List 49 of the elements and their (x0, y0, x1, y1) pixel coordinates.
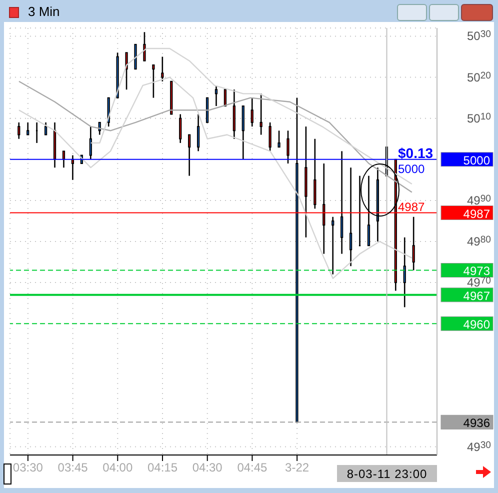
candlestick (44, 122, 48, 136)
annotation: 4987 (398, 200, 426, 214)
candlestick (250, 97, 254, 128)
candlestick (152, 64, 155, 98)
ref-line-label: 4960 (463, 318, 490, 332)
candlestick (340, 150, 344, 254)
candlestick (214, 84, 218, 107)
x-tick-label: 3-22 (285, 460, 310, 475)
annotation: $0.13 (398, 145, 434, 161)
candlestick (224, 89, 227, 107)
x-tick-label: 03:45 (58, 460, 88, 475)
ref-line-label: 5000 (463, 153, 490, 168)
text: 8-03-11 23:00 (346, 467, 428, 481)
y-tick-label: 49$^{30}$ (466, 439, 491, 454)
y-tick-label: 50$^{30}$ (466, 28, 491, 44)
candlestick (349, 166, 352, 267)
chart-title: 3 Min (28, 4, 60, 19)
candlestick (196, 114, 200, 152)
x-tick-label: 03:30 (12, 460, 44, 475)
candlestick (268, 122, 272, 152)
candlestick (332, 216, 334, 275)
y-tick-label: 49$^{70}$ (466, 275, 491, 290)
candlestick (26, 122, 30, 136)
x-tick-label: 04:15 (147, 460, 178, 475)
y-tick-label: 49$^{90}$ (466, 192, 491, 208)
candlestick (278, 130, 280, 148)
candlestick (403, 236, 406, 308)
candlestick (179, 114, 182, 144)
y-tick-label: 50$^{10}$ (466, 110, 491, 126)
candlestick (188, 134, 191, 176)
y-tick-label: 49$^{80}$ (466, 234, 491, 248)
candlestick (412, 216, 415, 271)
candlestick (89, 126, 92, 160)
annotation: 5000 (398, 162, 426, 176)
ref-line-label: 4987 (463, 206, 490, 221)
candlestick (18, 122, 20, 140)
candlestick (260, 93, 262, 136)
y-tick-label: 50$^{20}$ (466, 70, 491, 84)
x-tick-label: 04:30 (192, 460, 223, 475)
candlestick (125, 52, 128, 90)
candlestick (161, 56, 164, 82)
x-tick-label: 04:00 (102, 460, 133, 475)
ref-line-label: 4936 (463, 416, 490, 430)
x-tick-label: 04:45 (237, 460, 268, 475)
candlestick (367, 175, 370, 246)
ref-line-label: 4967 (463, 288, 490, 303)
candlestick (143, 31, 146, 62)
candlestick (286, 130, 290, 164)
candlestick (62, 150, 66, 168)
